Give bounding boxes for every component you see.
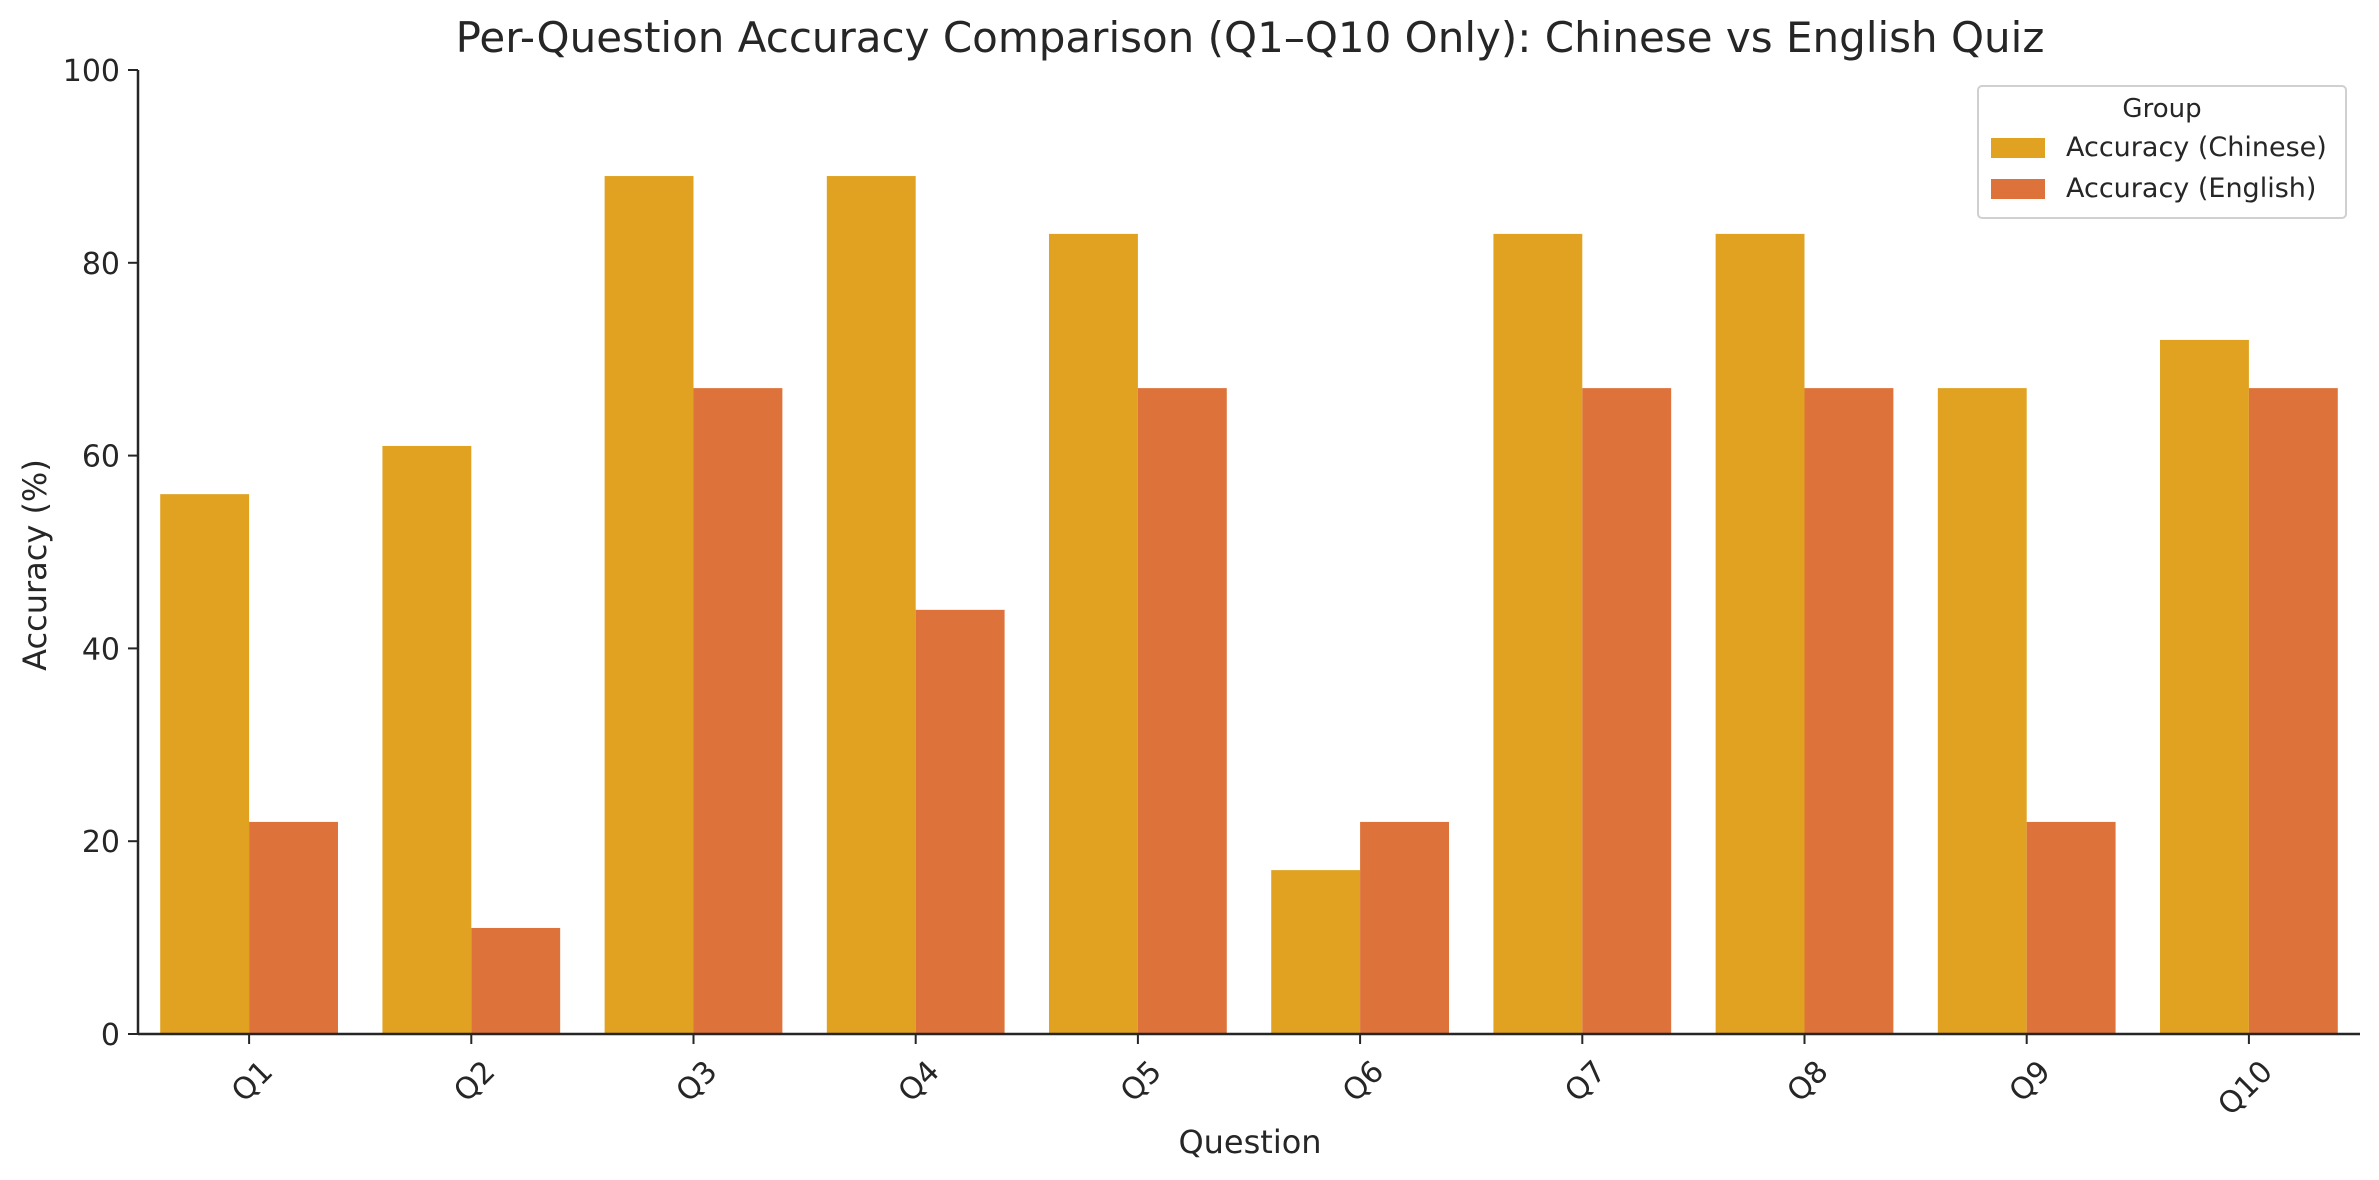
chart-title: Per-Question Accuracy Comparison (Q1–Q10… [456, 13, 2045, 62]
x-tick-label: Q9 [2003, 1054, 2058, 1109]
bar-q8-english [1804, 388, 1894, 1034]
bar-q9-english [2026, 821, 2116, 1034]
x-tick-label: Q4 [892, 1054, 947, 1109]
legend-entry-label: Accuracy (Chinese) [2066, 132, 2327, 163]
legend-swatch [1991, 179, 2045, 199]
y-tick-label: 60 [82, 440, 120, 475]
y-tick-label: 20 [82, 825, 120, 860]
bar-q9-chinese [1937, 388, 2027, 1034]
x-axis-label: Question [1178, 1123, 1321, 1161]
bar-q3-english [693, 388, 783, 1034]
legend-swatch [1991, 138, 2045, 158]
bar-q2-chinese [382, 445, 472, 1035]
bar-q10-chinese [2160, 339, 2249, 1034]
y-tick-label: 100 [63, 54, 120, 89]
x-tick-label: Q1 [225, 1054, 280, 1109]
x-tick-label: Q2 [447, 1054, 502, 1109]
x-tick-label: Q7 [1558, 1054, 1613, 1109]
bar-q4-english [915, 609, 1005, 1034]
bar-q7-english [1582, 388, 1672, 1034]
bar-q8-chinese [1715, 233, 1805, 1034]
legend-title: Group [2122, 94, 2201, 124]
y-tick-label: 40 [82, 632, 120, 667]
x-tick-label: Q3 [669, 1054, 724, 1109]
bar-q10-english [2248, 388, 2338, 1034]
bar-q1-english [249, 821, 338, 1034]
bar-q6-english [1360, 821, 1449, 1034]
bar-q2-english [471, 927, 561, 1034]
bar-q5-english [1137, 388, 1227, 1034]
legend: Group Accuracy (Chinese) Accuracy (English… [1977, 85, 2347, 219]
bar-q3-chinese [604, 176, 694, 1035]
y-tick-label: 0 [101, 1018, 120, 1053]
bars-group [160, 176, 2338, 1035]
y-tick-label: 80 [82, 247, 120, 282]
bar-q6-chinese [1271, 870, 1361, 1034]
bar-q5-chinese [1049, 233, 1138, 1034]
legend-entry-label: Accuracy (English) [2066, 173, 2316, 204]
y-axis-label: Accuracy (%) [16, 459, 54, 671]
bar-q1-chinese [160, 494, 250, 1034]
x-tick-label: Q8 [1780, 1054, 1835, 1109]
bar-q7-chinese [1493, 233, 1583, 1034]
x-tick-label: Q5 [1114, 1054, 1169, 1109]
x-tick-label: Q6 [1336, 1054, 1391, 1109]
legend-frame [1977, 85, 2347, 219]
bar-q4-chinese [826, 176, 916, 1035]
x-tick-label: Q10 [2211, 1054, 2279, 1122]
